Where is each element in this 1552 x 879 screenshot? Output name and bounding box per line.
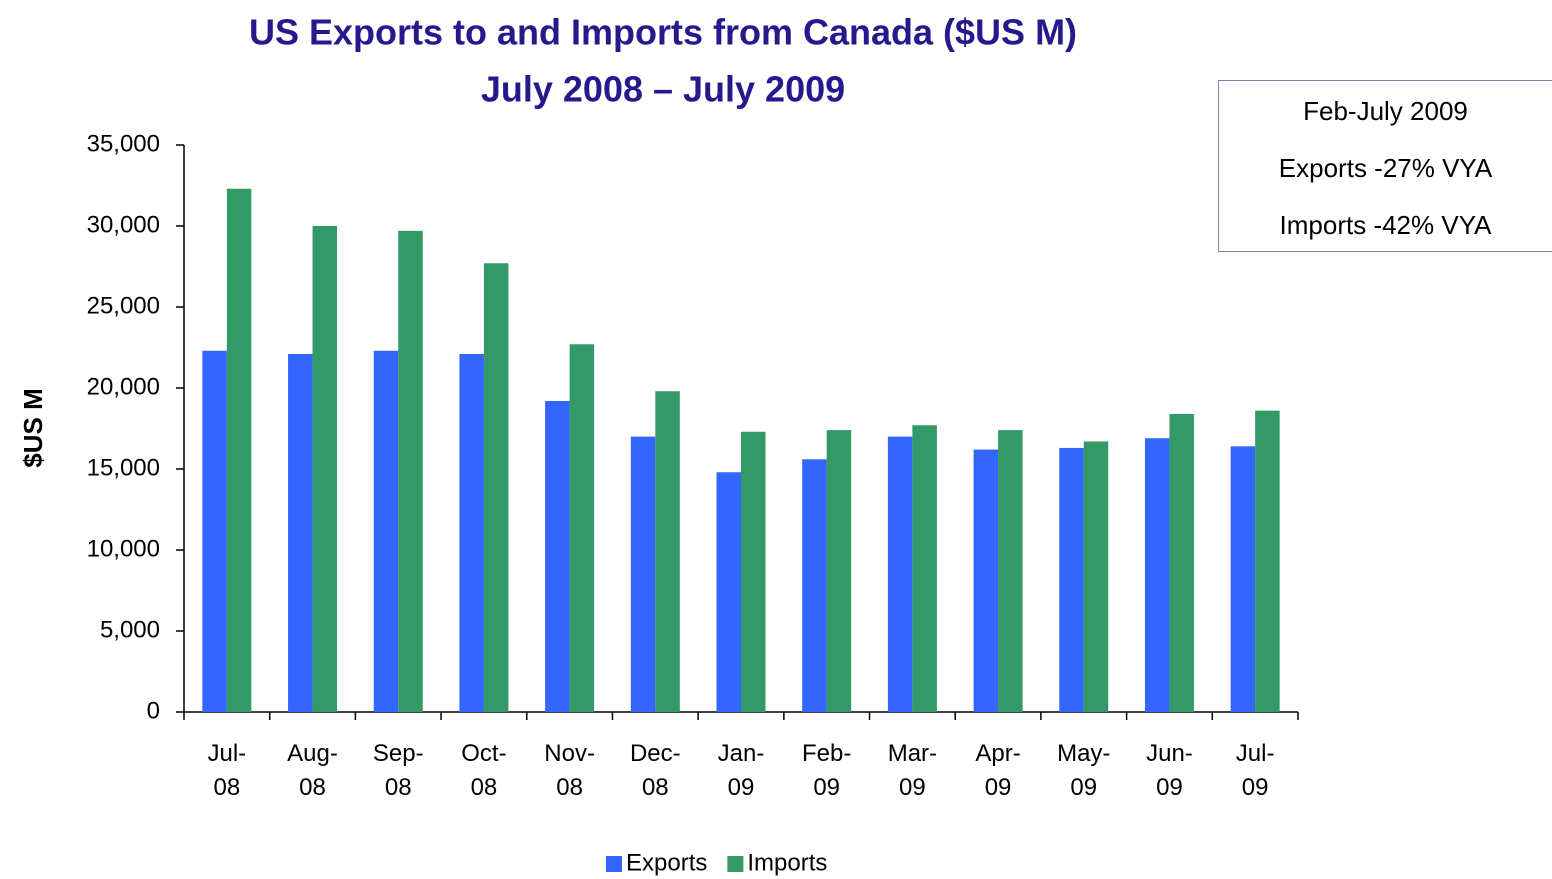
chart-title: US Exports to and Imports from Canada ($… [249,12,1077,53]
chart-subtitle: July 2008 – July 2009 [481,69,845,110]
x-tick-label: Aug-08 [287,740,338,801]
x-tick-label: Feb-09 [802,740,852,801]
y-tick-label: 35,000 [87,130,160,157]
x-tick-label: Sep-08 [372,740,424,801]
bar [288,353,313,712]
bar [1230,446,1256,712]
bar [398,230,423,713]
bar [630,436,656,712]
y-tick-label: 0 [147,697,160,724]
bar [998,430,1023,712]
x-tick-label: Nov-08 [544,740,595,801]
bar [741,431,766,712]
x-tick-label: Mar-09 [887,740,938,801]
x-tick-label: Jan-09 [717,740,765,801]
bar [373,350,399,712]
bar [912,425,937,712]
x-tick-label: May-09 [1057,740,1111,801]
x-tick-label: Dec-08 [629,740,681,801]
bar [202,350,227,712]
bar [312,226,338,712]
annotation: Exports -27% VYA [1278,153,1493,183]
bar [226,188,252,713]
bar [1144,438,1170,712]
y-tick-label: 15,000 [87,454,160,481]
x-tick-label: Jul-08 [207,740,247,801]
y-tick-label: 10,000 [87,535,160,562]
x-tick-label: Jul-09 [1235,740,1275,801]
bar [1083,441,1109,712]
legend-swatch [606,856,622,872]
y-axis-label: $US M [18,388,48,467]
bar [716,472,741,712]
bar [1255,410,1280,712]
y-tick-label: 30,000 [87,211,160,238]
x-tick-label: Oct-08 [461,740,507,801]
bar [802,459,827,712]
bar [483,263,509,712]
y-tick-label: 25,000 [87,292,160,319]
bar [655,391,680,712]
y-tick-label: 20,000 [87,373,160,400]
legend-label: Imports [747,849,827,876]
bar [973,449,999,712]
annotation-box: Feb-July 2009 Exports -27% VYA Imports -… [1218,80,1552,252]
bar [1059,447,1084,712]
y-tick-label: 5,000 [100,616,160,643]
bar [545,400,570,712]
bar [459,353,484,712]
bar [569,344,595,712]
legend-swatch [727,856,744,872]
annotation: Imports -42% VYA [1279,210,1492,240]
bar [1169,413,1194,712]
legend-label: Exports [626,849,707,876]
bar [887,436,913,712]
x-tick-label: Apr-09 [975,740,1021,801]
x-tick-label: Jun-09 [1146,740,1193,801]
annotation: Feb-July 2009 [1303,96,1468,126]
bar [826,430,852,712]
